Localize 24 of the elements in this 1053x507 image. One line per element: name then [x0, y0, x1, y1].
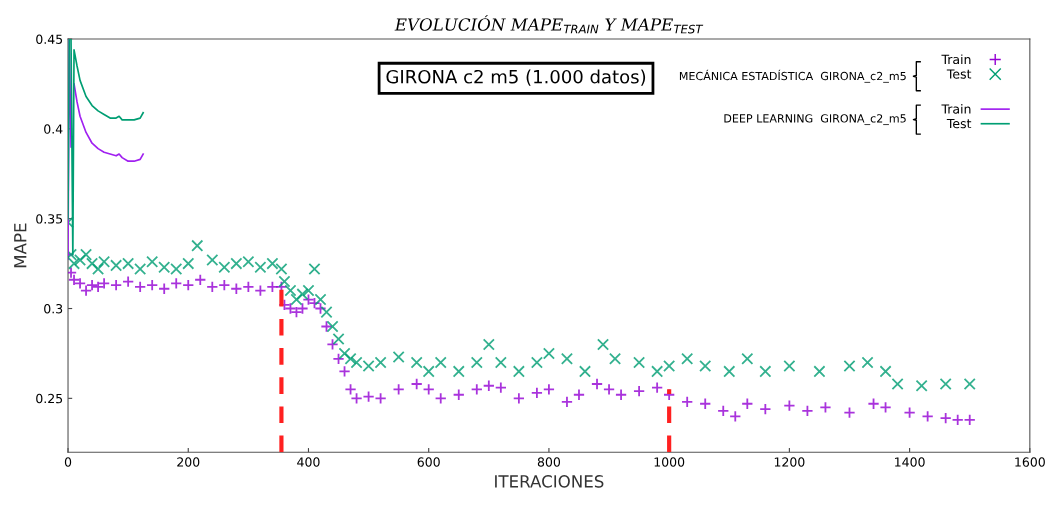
y-tick-label: 0.3 — [44, 303, 63, 314]
y-axis-title: MAPE — [14, 223, 27, 268]
x-axis-title: ITERACIONES — [495, 475, 604, 488]
annotation: DEEP LEARNING GIRONA_c2_m5 — [724, 114, 906, 126]
x-tick-label: 1000 — [654, 457, 685, 467]
x-tick-label: 1600 — [1015, 457, 1045, 467]
x-tick-label: 1200 — [774, 457, 805, 467]
x-tick-label: 1400 — [895, 457, 925, 467]
legend-label: Test — [946, 118, 972, 129]
x-tick-label: 600 — [417, 457, 440, 467]
legend-label: Train — [941, 54, 971, 65]
x-tick-label: 400 — [297, 457, 320, 467]
legend-label: Test — [946, 69, 972, 79]
legend-label: Train — [941, 104, 971, 114]
annotation: MECÁNICA ESTADÍSTICA GIRONA_c2_m5 — [679, 69, 906, 83]
x-tick-label: 0 — [64, 457, 72, 467]
y-tick-label: 0.45 — [36, 34, 63, 44]
x-tick-label: 200 — [177, 457, 200, 467]
annotation: GIRONA c2 m5 (1.000 datos) — [386, 69, 646, 86]
y-tick-label: 0.4 — [44, 124, 63, 134]
x-tick-label: 800 — [537, 457, 561, 467]
y-tick-label: 0.35 — [36, 214, 63, 224]
chart-title: EVOLUCIÓN MAPE$_{TRAIN}$ Y MAPE$_{TEST}$ — [394, 15, 704, 34]
y-tick-label: 0.25 — [36, 393, 63, 404]
